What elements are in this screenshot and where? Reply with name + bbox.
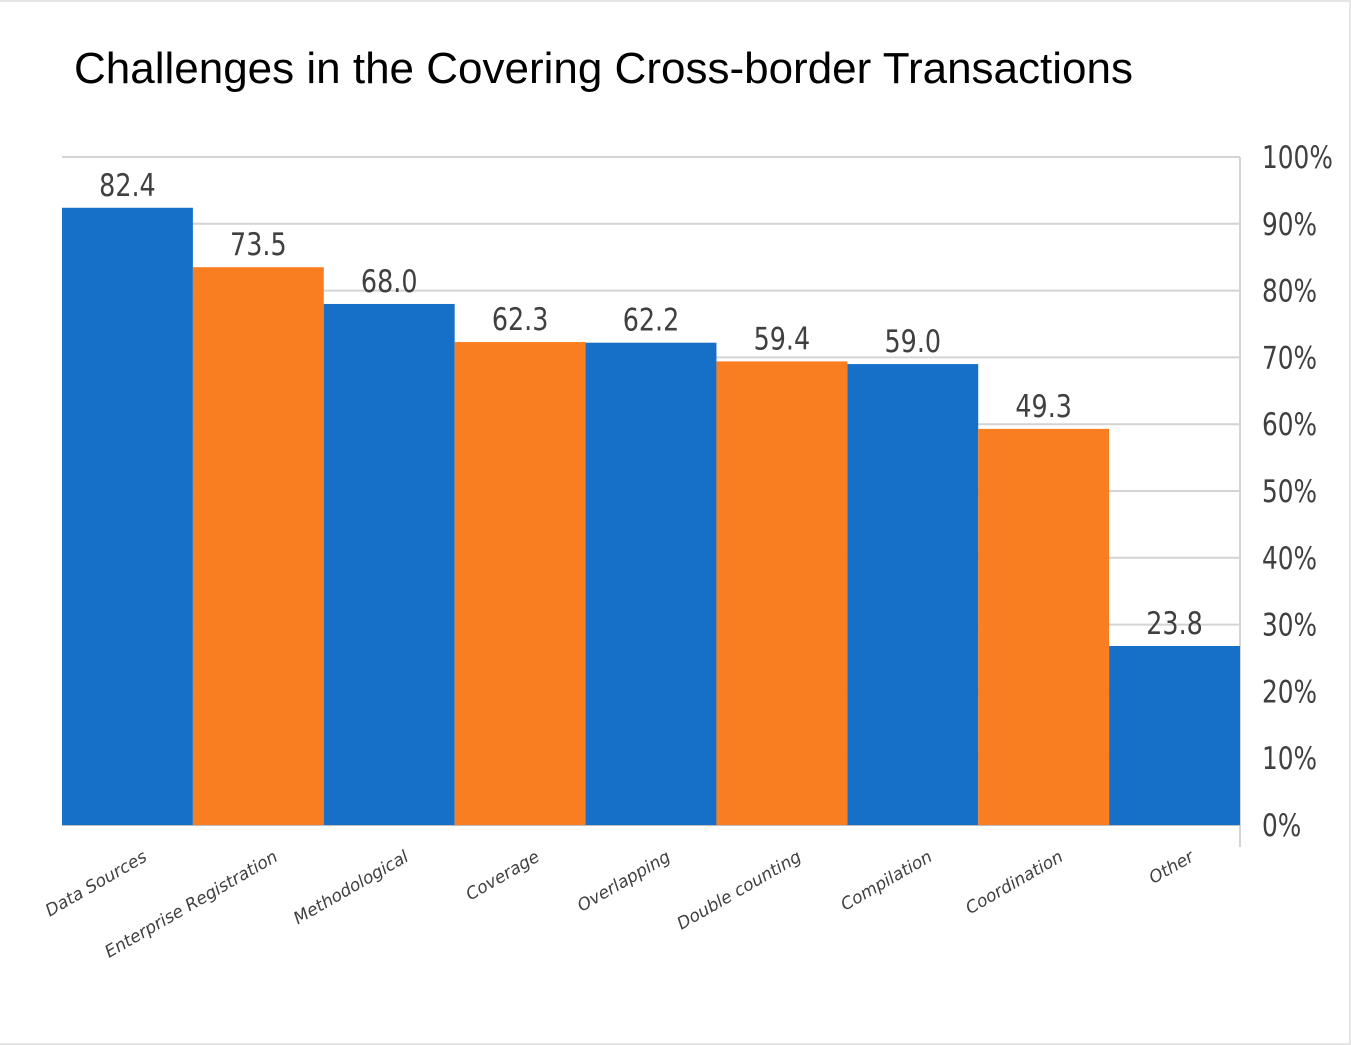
data-label: 59.4	[754, 321, 811, 357]
y-tick-label: 80%	[1262, 273, 1317, 309]
y-tick-label: 60%	[1262, 406, 1317, 442]
data-label: 68.0	[361, 264, 418, 300]
data-label: 49.3	[1015, 388, 1072, 424]
data-labels: 82.4 73.5 68.0 62.3 62.2 59.4 59.0 49.3 23.8	[99, 167, 1203, 641]
y-tick-label: 40%	[1262, 540, 1317, 576]
y-tick-label: 10%	[1262, 740, 1317, 776]
bar	[192, 267, 324, 826]
y-tick-label: 30%	[1262, 607, 1317, 643]
data-label: 59.0	[884, 324, 941, 360]
bars	[62, 207, 1240, 826]
data-label: 23.8	[1146, 606, 1203, 642]
y-tick-label: 50%	[1262, 473, 1317, 509]
x-category-label: Other	[1146, 847, 1199, 889]
y-tick-label: 20%	[1262, 674, 1317, 710]
data-label: 62.3	[492, 302, 549, 338]
bar	[847, 364, 979, 825]
x-category-label: Coverage	[463, 847, 544, 905]
y-tick-label: 90%	[1262, 206, 1317, 242]
y-axis-tick-labels: 0% 10% 20% 30% 40% 50% 60% 70% 80% 90% 100%	[1262, 139, 1333, 843]
chart-title: Challenges in the Covering Cross-border …	[74, 44, 1133, 93]
y-tick-label: 70%	[1262, 340, 1317, 376]
x-category-label: Coordination	[962, 847, 1066, 919]
data-label: 82.4	[99, 167, 156, 203]
bar	[585, 342, 717, 825]
bar	[323, 303, 455, 826]
bar	[1109, 645, 1240, 825]
y-tick-label: 100%	[1262, 139, 1333, 175]
x-category-label: Double counting	[674, 847, 805, 934]
x-category-label: Compilation	[837, 847, 935, 915]
x-category-label: Methodological	[290, 847, 412, 929]
data-label: 62.2	[623, 302, 680, 338]
bar	[454, 342, 586, 825]
bar	[978, 428, 1110, 825]
data-label: 73.5	[230, 227, 287, 263]
bar	[62, 207, 193, 825]
x-category-label: Overlapping	[574, 847, 674, 916]
bar	[716, 361, 848, 825]
y-tick-label: 0%	[1262, 807, 1301, 843]
x-category-label: Data Sources	[42, 847, 151, 921]
